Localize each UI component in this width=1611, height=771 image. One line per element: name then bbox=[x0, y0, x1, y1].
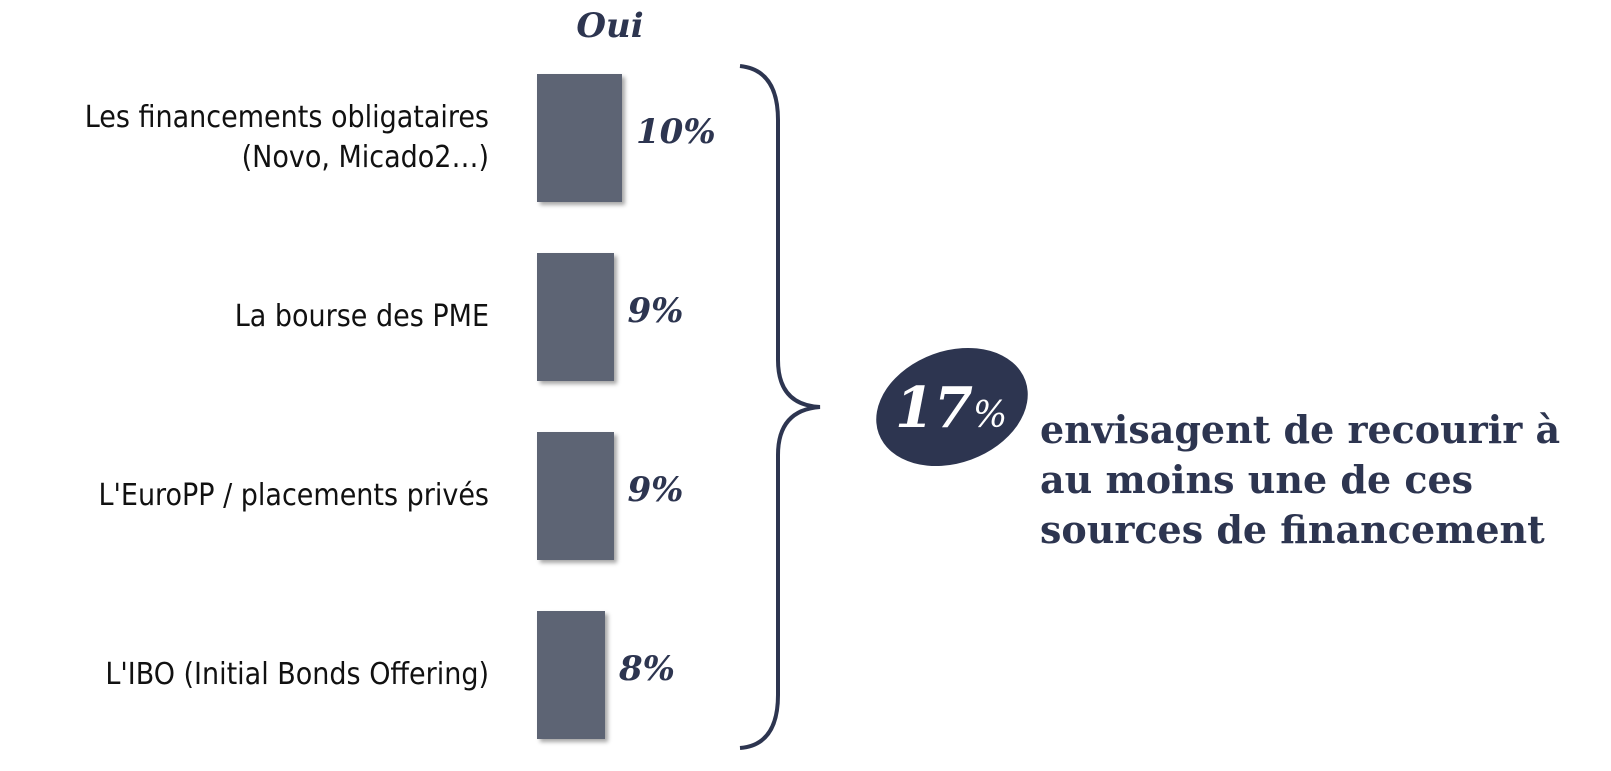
value-label: 9% bbox=[627, 291, 684, 331]
brace bbox=[739, 64, 821, 750]
bar bbox=[537, 611, 605, 739]
summary-value: 17% bbox=[895, 375, 1007, 441]
value-label: 9% bbox=[627, 470, 684, 510]
summary-unit: % bbox=[972, 395, 1008, 436]
bar bbox=[537, 74, 622, 202]
value-label: 10% bbox=[636, 112, 716, 152]
bar bbox=[537, 432, 614, 560]
value-label: 8% bbox=[619, 649, 675, 689]
series-header: Oui bbox=[576, 6, 644, 46]
bar bbox=[537, 253, 614, 381]
category-label: L'IBO (Initial Bonds Offering) bbox=[105, 657, 489, 692]
category-label: Les financements obligataires (Novo, Mic… bbox=[84, 100, 489, 175]
summary-number: 17 bbox=[895, 375, 973, 441]
annotation: envisagent de recourir à au moins une de… bbox=[1040, 407, 1561, 552]
category-label: L'EuroPP / placements privés bbox=[98, 478, 489, 513]
category-label: La bourse des PME bbox=[234, 299, 489, 334]
badge bbox=[876, 348, 1028, 466]
